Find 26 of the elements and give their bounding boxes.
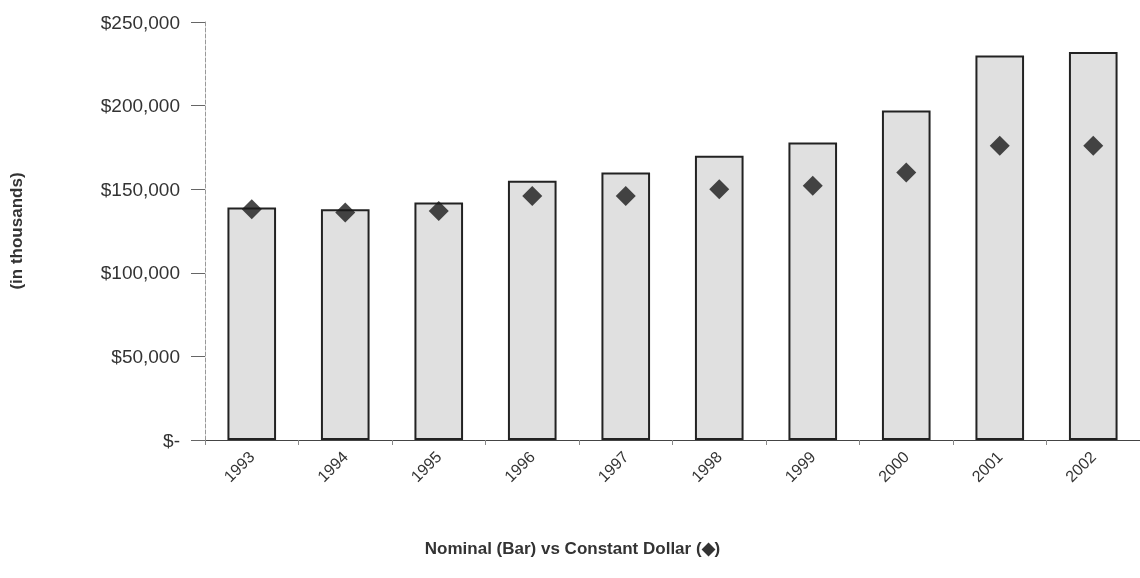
point — [709, 179, 730, 200]
point — [335, 202, 356, 223]
point — [428, 200, 449, 221]
y-axis-title: (in thousands) — [7, 172, 26, 290]
bar — [1068, 52, 1118, 440]
point — [241, 199, 262, 220]
bar — [601, 172, 651, 440]
x-axis-title: Nominal (Bar) vs Constant Dollar (◆) — [424, 539, 721, 558]
bar — [414, 202, 464, 440]
y-tick-label: $50,000 — [111, 345, 180, 367]
bar — [881, 110, 931, 440]
y-tick-label: $200,000 — [100, 95, 180, 117]
bar — [507, 180, 557, 440]
point — [615, 185, 636, 206]
y-tick-label: $250,000 — [100, 11, 180, 33]
point — [522, 185, 543, 206]
bar — [788, 142, 838, 440]
bar — [694, 155, 744, 440]
y-tick-label: $150,000 — [100, 178, 180, 200]
point — [896, 162, 917, 183]
bar — [975, 55, 1025, 440]
point — [802, 175, 823, 196]
point — [989, 135, 1010, 156]
y-tick-label: $100,000 — [100, 262, 180, 284]
y-tick-label: $- — [163, 429, 180, 451]
point — [1083, 135, 1104, 156]
